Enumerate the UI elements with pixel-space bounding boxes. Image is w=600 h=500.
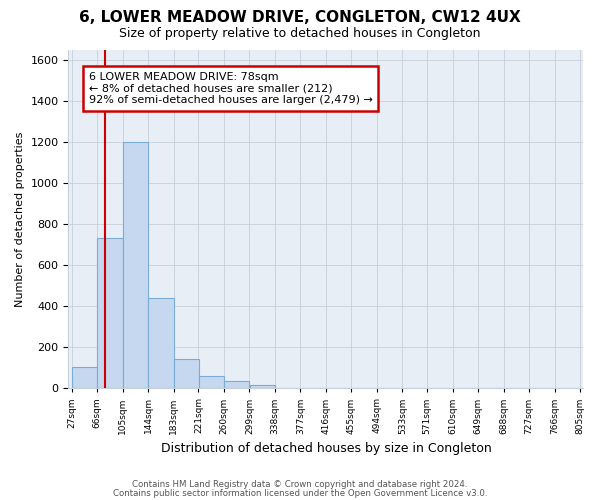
Text: 6, LOWER MEADOW DRIVE, CONGLETON, CW12 4UX: 6, LOWER MEADOW DRIVE, CONGLETON, CW12 4…	[79, 10, 521, 25]
Bar	[199, 376, 224, 388]
Bar	[250, 384, 275, 388]
Y-axis label: Number of detached properties: Number of detached properties	[15, 132, 25, 307]
Bar	[174, 358, 199, 388]
Bar	[123, 142, 148, 388]
Text: Contains public sector information licensed under the Open Government Licence v3: Contains public sector information licen…	[113, 489, 487, 498]
Bar	[148, 298, 173, 388]
Text: Size of property relative to detached houses in Congleton: Size of property relative to detached ho…	[119, 28, 481, 40]
Bar	[72, 366, 97, 388]
Bar	[224, 382, 250, 388]
Text: 6 LOWER MEADOW DRIVE: 78sqm
← 8% of detached houses are smaller (212)
92% of sem: 6 LOWER MEADOW DRIVE: 78sqm ← 8% of deta…	[89, 72, 373, 105]
X-axis label: Distribution of detached houses by size in Congleton: Distribution of detached houses by size …	[161, 442, 491, 455]
Bar	[97, 238, 122, 388]
Text: Contains HM Land Registry data © Crown copyright and database right 2024.: Contains HM Land Registry data © Crown c…	[132, 480, 468, 489]
